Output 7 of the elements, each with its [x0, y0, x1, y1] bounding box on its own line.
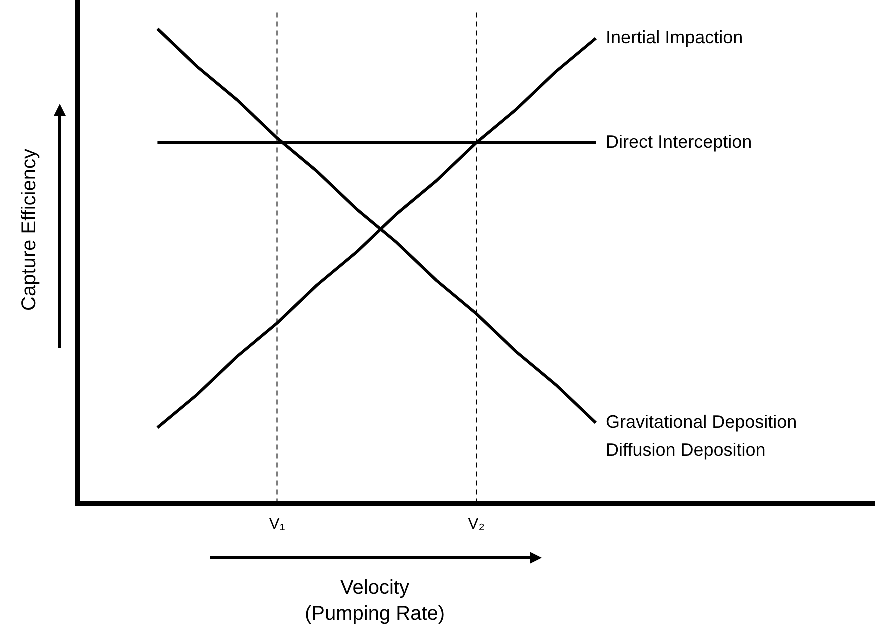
x-axis-title: Velocity (Pumping Rate) — [304, 576, 446, 627]
x-tick-label: V₁ — [269, 516, 286, 533]
y-axis-title: Capture Efficiency — [18, 149, 42, 311]
series-label: Direct Interception — [606, 132, 752, 152]
series-label: Gravitational Deposition Diffusion Deposition — [606, 412, 798, 460]
series-label: Inertial Impaction — [606, 27, 744, 48]
x-tick-label: V₂ — [468, 516, 485, 533]
